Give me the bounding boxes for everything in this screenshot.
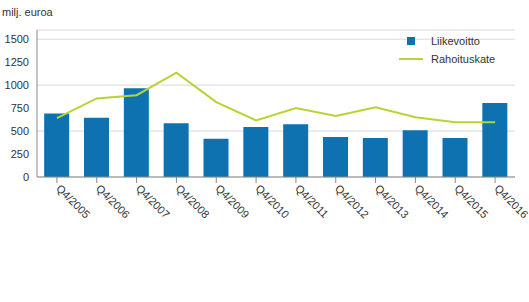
svg-text:1000: 1000 xyxy=(8,79,29,91)
svg-text:Q4/2014: Q4/2014 xyxy=(413,182,451,220)
svg-text:1500: 1500 xyxy=(8,33,29,45)
html-text:Liikevoitto: Liikevoitto xyxy=(431,35,480,47)
svg-text:Q4/2005: Q4/2005 xyxy=(54,182,92,220)
svg-text:Q4/2006: Q4/2006 xyxy=(94,182,132,220)
svg-text:Q4/2007: Q4/2007 xyxy=(134,182,172,220)
svg-text:Q4/2011: Q4/2011 xyxy=(293,182,331,220)
svg-text:500: 500 xyxy=(11,125,29,137)
svg-text:Q4/2015: Q4/2015 xyxy=(452,182,490,220)
svg-text:Q4/2009: Q4/2009 xyxy=(213,182,251,220)
svg-text:0: 0 xyxy=(23,171,29,183)
html-text:Rahoituskate: Rahoituskate xyxy=(431,53,496,65)
svg-text:Q4/2012: Q4/2012 xyxy=(333,182,371,220)
svg-text:Q4/2016: Q4/2016 xyxy=(492,182,521,220)
svg-text:250: 250 xyxy=(11,148,29,160)
html-text:milj. euroa: milj. euroa xyxy=(2,6,53,18)
svg-text:Q4/2010: Q4/2010 xyxy=(253,182,291,220)
svg-text:750: 750 xyxy=(11,102,29,114)
svg-text:1250: 1250 xyxy=(8,56,29,68)
svg-text:Q4/2008: Q4/2008 xyxy=(174,182,212,220)
svg-text:Q4/2013: Q4/2013 xyxy=(373,182,411,220)
